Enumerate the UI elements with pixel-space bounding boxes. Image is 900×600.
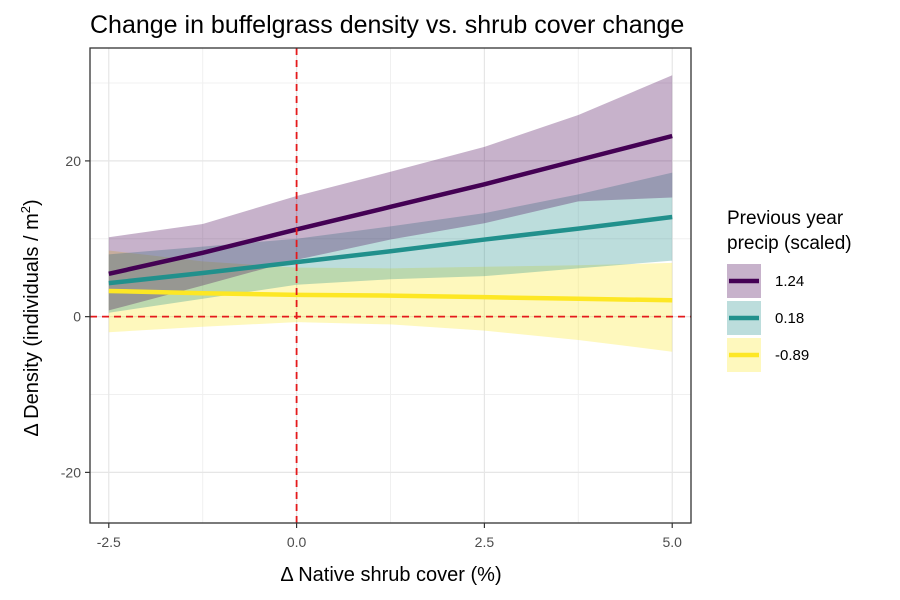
legend-label-0.18: 0.18 <box>775 310 804 327</box>
series-line--0.89 <box>108 288 673 303</box>
y-axis-title-suffix: ) <box>21 199 43 206</box>
y-axis: -20 0 20 <box>61 153 90 480</box>
reference-lines <box>90 48 691 523</box>
ribbon-0.18 <box>108 172 673 313</box>
chart-title: Change in buffelgrass density vs. shrub … <box>90 11 684 39</box>
grid-major <box>90 48 691 523</box>
x-tick-label: 0.0 <box>287 534 307 550</box>
legend-label-1.24: 1.24 <box>775 273 804 290</box>
x-axis-title: Δ Native shrub cover (%) <box>280 564 501 586</box>
y-tick-label: 0 <box>73 309 81 325</box>
legend-label--0.89: -0.89 <box>775 347 809 364</box>
panel-border <box>89 47 692 524</box>
y-axis-title-prefix: Δ Density (individuals / m <box>21 213 43 436</box>
x-tick-label: -2.5 <box>97 534 121 550</box>
y-tick-label: -20 <box>61 464 81 480</box>
legend: Previous year precip (scaled) 1.24 0.18 -0… <box>727 208 852 372</box>
y-axis-title: Δ Density (individuals / m2) <box>18 199 43 436</box>
y-tick-label: 20 <box>65 153 81 169</box>
series-line-1.24 <box>108 133 673 277</box>
x-tick-label: 5.0 <box>662 534 682 550</box>
series-lines <box>108 133 673 303</box>
legend-items: 1.24 0.18 -0.89 <box>727 264 809 372</box>
plot-panel <box>89 47 692 524</box>
x-tick-label: 2.5 <box>475 534 495 550</box>
confidence-ribbons <box>108 75 673 352</box>
ribbon--0.89 <box>108 250 673 352</box>
series-line-0.18 <box>108 214 673 286</box>
legend-title-line-1: Previous year <box>727 208 844 229</box>
legend-title-line-2: precip (scaled) <box>727 233 852 254</box>
ribbon-1.24 <box>108 75 673 311</box>
y-axis-title-superscript: 2 <box>18 206 33 213</box>
x-axis: -2.5 0.0 2.5 5.0 <box>97 523 682 550</box>
grid-minor <box>90 48 691 523</box>
